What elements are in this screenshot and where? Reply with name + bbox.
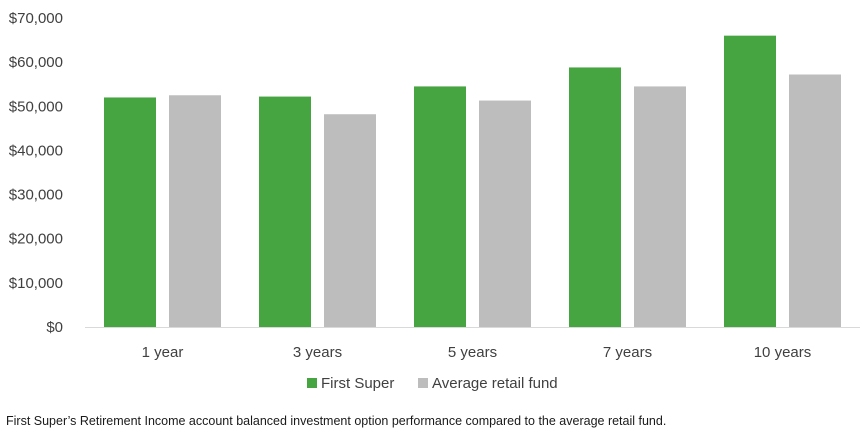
bar-average-retail-fund: [789, 74, 841, 327]
legend-label: Average retail fund: [432, 375, 558, 392]
chart-caption: First Super’s Retirement Income account …: [6, 414, 667, 428]
y-tick-label: $40,000: [9, 142, 63, 159]
bar-average-retail-fund: [634, 86, 686, 328]
legend-swatch: [307, 378, 317, 388]
x-tick-label: 1 year: [142, 344, 184, 361]
bar-first-super: [259, 96, 311, 328]
x-tick-label: 3 years: [293, 344, 342, 361]
x-tick-label: 7 years: [603, 344, 652, 361]
y-tick-label: $70,000: [9, 10, 63, 27]
y-tick-label: $50,000: [9, 98, 63, 115]
legend-label: First Super: [321, 375, 394, 392]
y-tick-label: $60,000: [9, 54, 63, 71]
bar-first-super: [414, 86, 466, 328]
y-tick-label: $0: [46, 319, 63, 336]
legend-swatch: [418, 378, 428, 388]
bar-average-retail-fund: [479, 100, 531, 327]
bar-average-retail-fund: [169, 95, 221, 327]
bar-chart: $0 $10,000 $20,000 $30,000 $40,000 $50,000 $60…: [9, 10, 860, 392]
y-tick-label: $30,000: [9, 187, 63, 204]
x-tick-label: 10 years: [754, 344, 812, 361]
x-tick-label: 5 years: [448, 344, 497, 361]
y-tick-label: $10,000: [9, 275, 63, 292]
bar-first-super: [724, 35, 776, 328]
bar-first-super: [104, 97, 156, 327]
bar-average-retail-fund: [324, 114, 376, 327]
legend: First Super Average retail fund: [307, 375, 558, 392]
bars: [104, 35, 841, 328]
y-axis: $0 $10,000 $20,000 $30,000 $40,000 $50,000 $60…: [9, 10, 63, 336]
y-tick-label: $20,000: [9, 231, 63, 248]
bar-first-super: [569, 67, 621, 327]
x-axis: 1 year 3 years 5 years 7 years 10 years: [142, 344, 812, 361]
